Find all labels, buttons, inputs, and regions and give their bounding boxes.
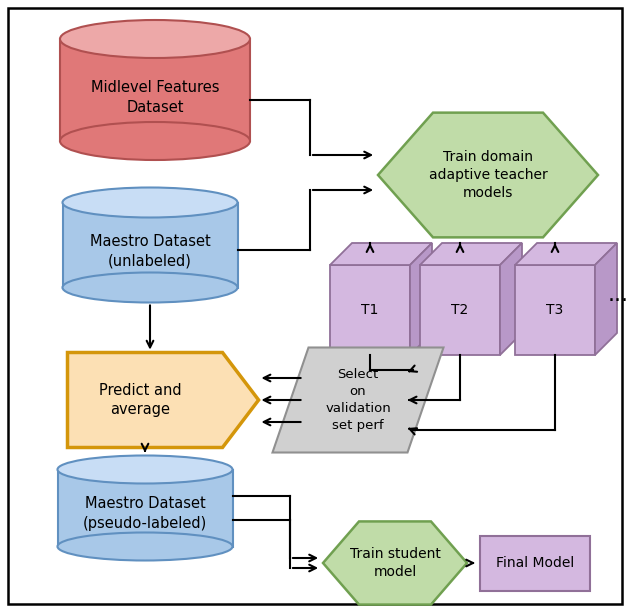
Ellipse shape [58,456,233,483]
Polygon shape [330,265,410,355]
Bar [480,535,590,591]
Ellipse shape [63,273,238,303]
Text: T3: T3 [547,303,564,317]
Polygon shape [420,243,522,265]
Polygon shape [515,243,617,265]
Ellipse shape [58,532,233,561]
Text: T2: T2 [451,303,468,317]
Ellipse shape [60,122,250,160]
Text: T1: T1 [362,303,379,317]
Bar [58,470,233,546]
Text: Select
on
validation
set perf: Select on validation set perf [325,368,391,432]
Ellipse shape [63,187,238,217]
Text: Train student
model: Train student model [349,547,441,579]
Text: Predict and
average: Predict and average [99,383,181,418]
Polygon shape [420,265,500,355]
Bar [63,203,238,287]
Text: Final Model: Final Model [496,556,574,570]
Ellipse shape [60,20,250,58]
Text: Train domain
adaptive teacher
models: Train domain adaptive teacher models [428,150,547,200]
Polygon shape [378,112,598,238]
Text: Maestro Dataset
(pseudo-labeled): Maestro Dataset (pseudo-labeled) [83,496,207,531]
Text: ...: ... [607,285,628,305]
Polygon shape [515,265,595,355]
Polygon shape [595,243,617,355]
Polygon shape [500,243,522,355]
Text: Maestro Dataset
(unlabeled): Maestro Dataset (unlabeled) [90,233,210,268]
Bar [60,39,250,141]
Polygon shape [272,348,444,453]
Text: Midlevel Features
Dataset: Midlevel Features Dataset [91,80,219,115]
Polygon shape [68,352,258,448]
Polygon shape [323,521,467,605]
Polygon shape [410,243,432,355]
Polygon shape [330,243,432,265]
